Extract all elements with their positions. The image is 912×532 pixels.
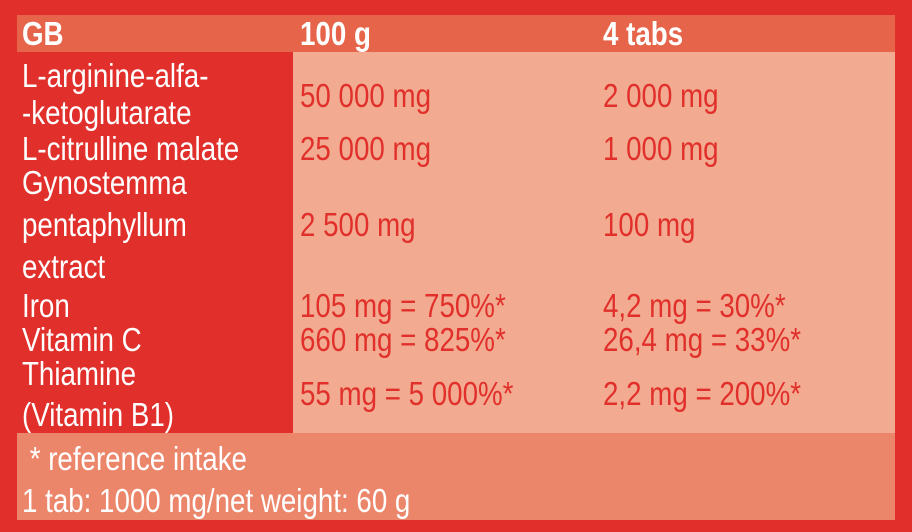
- row-name: Vitamin C: [22, 321, 142, 358]
- row-name: Thiamine: [22, 355, 137, 392]
- header-100g: 100 g: [300, 15, 371, 52]
- row-value-100g: 25 000 mg: [300, 130, 432, 167]
- header-4tabs: 4 tabs: [603, 15, 684, 52]
- row-name: pentaphyllum: [22, 206, 187, 243]
- row-value-4tabs: 100 mg: [603, 206, 696, 243]
- row-value-4tabs: 26,4 mg = 33%*: [603, 321, 802, 358]
- footer-note: * reference intake: [22, 440, 247, 477]
- row-value-100g: 55 mg = 5 000%*: [300, 375, 514, 412]
- footer-info: 1 tab: 1000 mg/net weight: 60 g: [22, 482, 411, 519]
- row-name: Iron: [22, 287, 70, 324]
- table-header: [17, 15, 895, 52]
- row-value-100g: 660 mg = 825%*: [300, 321, 506, 358]
- row-name: extract: [22, 248, 106, 285]
- header-label: GB: [22, 15, 64, 52]
- row-value-4tabs: 4,2 mg = 30%*: [603, 287, 786, 324]
- row-name: Gynostemma: [22, 164, 187, 201]
- row-name: -ketoglutarate: [22, 94, 192, 131]
- table-footer: [17, 433, 895, 520]
- row-name: L-citrulline malate: [22, 130, 240, 167]
- row-value-4tabs: 2,2 mg = 200%*: [603, 375, 802, 412]
- row-value-4tabs: 1 000 mg: [603, 130, 719, 167]
- row-name: (Vitamin B1): [22, 396, 175, 433]
- row-value-100g: 50 000 mg: [300, 77, 432, 114]
- row-value-100g: 105 mg = 750%*: [300, 287, 506, 324]
- row-name: L-arginine-alfa-: [22, 57, 209, 94]
- row-value-100g: 2 500 mg: [300, 206, 416, 243]
- value-cells-background: [293, 52, 895, 433]
- row-value-4tabs: 2 000 mg: [603, 77, 719, 114]
